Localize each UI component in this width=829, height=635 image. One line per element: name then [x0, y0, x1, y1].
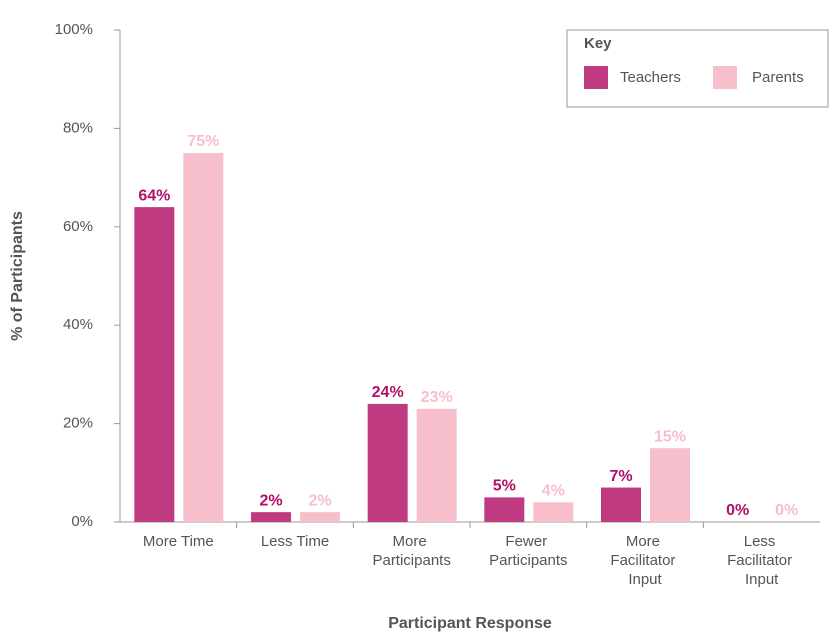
bar: [416, 408, 457, 522]
value-label: 2%: [308, 492, 331, 509]
y-tick-label: 0%: [71, 513, 93, 530]
x-tick-label: More Participants: [372, 533, 450, 569]
bar: [533, 502, 574, 522]
legend-swatch: [713, 66, 737, 89]
x-tick-label: Less Time: [261, 533, 329, 550]
value-label: 24%: [372, 384, 404, 401]
x-tick-label: More Time: [143, 533, 214, 550]
value-label: 4%: [542, 483, 565, 500]
x-tick-label: Fewer Participants: [489, 533, 567, 569]
value-label: 7%: [609, 468, 632, 485]
bar: [650, 448, 690, 522]
bar: [367, 403, 408, 522]
value-label: 0%: [726, 502, 749, 519]
bar: [183, 153, 224, 522]
value-label: 2%: [259, 492, 282, 509]
y-axis-label: % of Participants: [9, 211, 26, 341]
x-tick-label: More Facilitator Input: [610, 533, 679, 588]
y-tick-label: 80%: [63, 119, 93, 136]
bar: [251, 512, 291, 522]
value-label: 64%: [138, 187, 170, 204]
legend-label: Teachers: [620, 69, 681, 86]
value-label: 5%: [493, 478, 516, 495]
x-axis-label: Participant Response: [388, 615, 552, 632]
legend-swatch: [584, 66, 608, 89]
x-tick-label: Less Facilitator Input: [727, 533, 796, 588]
legend-label: Parents: [752, 69, 804, 86]
y-tick-label: 60%: [63, 218, 93, 235]
legend-box: [566, 29, 829, 108]
y-tick-label: 100%: [55, 21, 93, 38]
bar: [300, 512, 340, 522]
bar: [484, 497, 525, 522]
value-label: 23%: [421, 389, 453, 406]
bar: [601, 487, 641, 522]
value-label: 15%: [654, 428, 686, 445]
y-tick-label: 40%: [63, 316, 93, 333]
value-label: 0%: [775, 502, 798, 519]
legend-title: Key: [584, 35, 612, 52]
bar: [134, 207, 175, 522]
value-label: 75%: [187, 133, 219, 150]
y-tick-label: 20%: [63, 415, 93, 432]
